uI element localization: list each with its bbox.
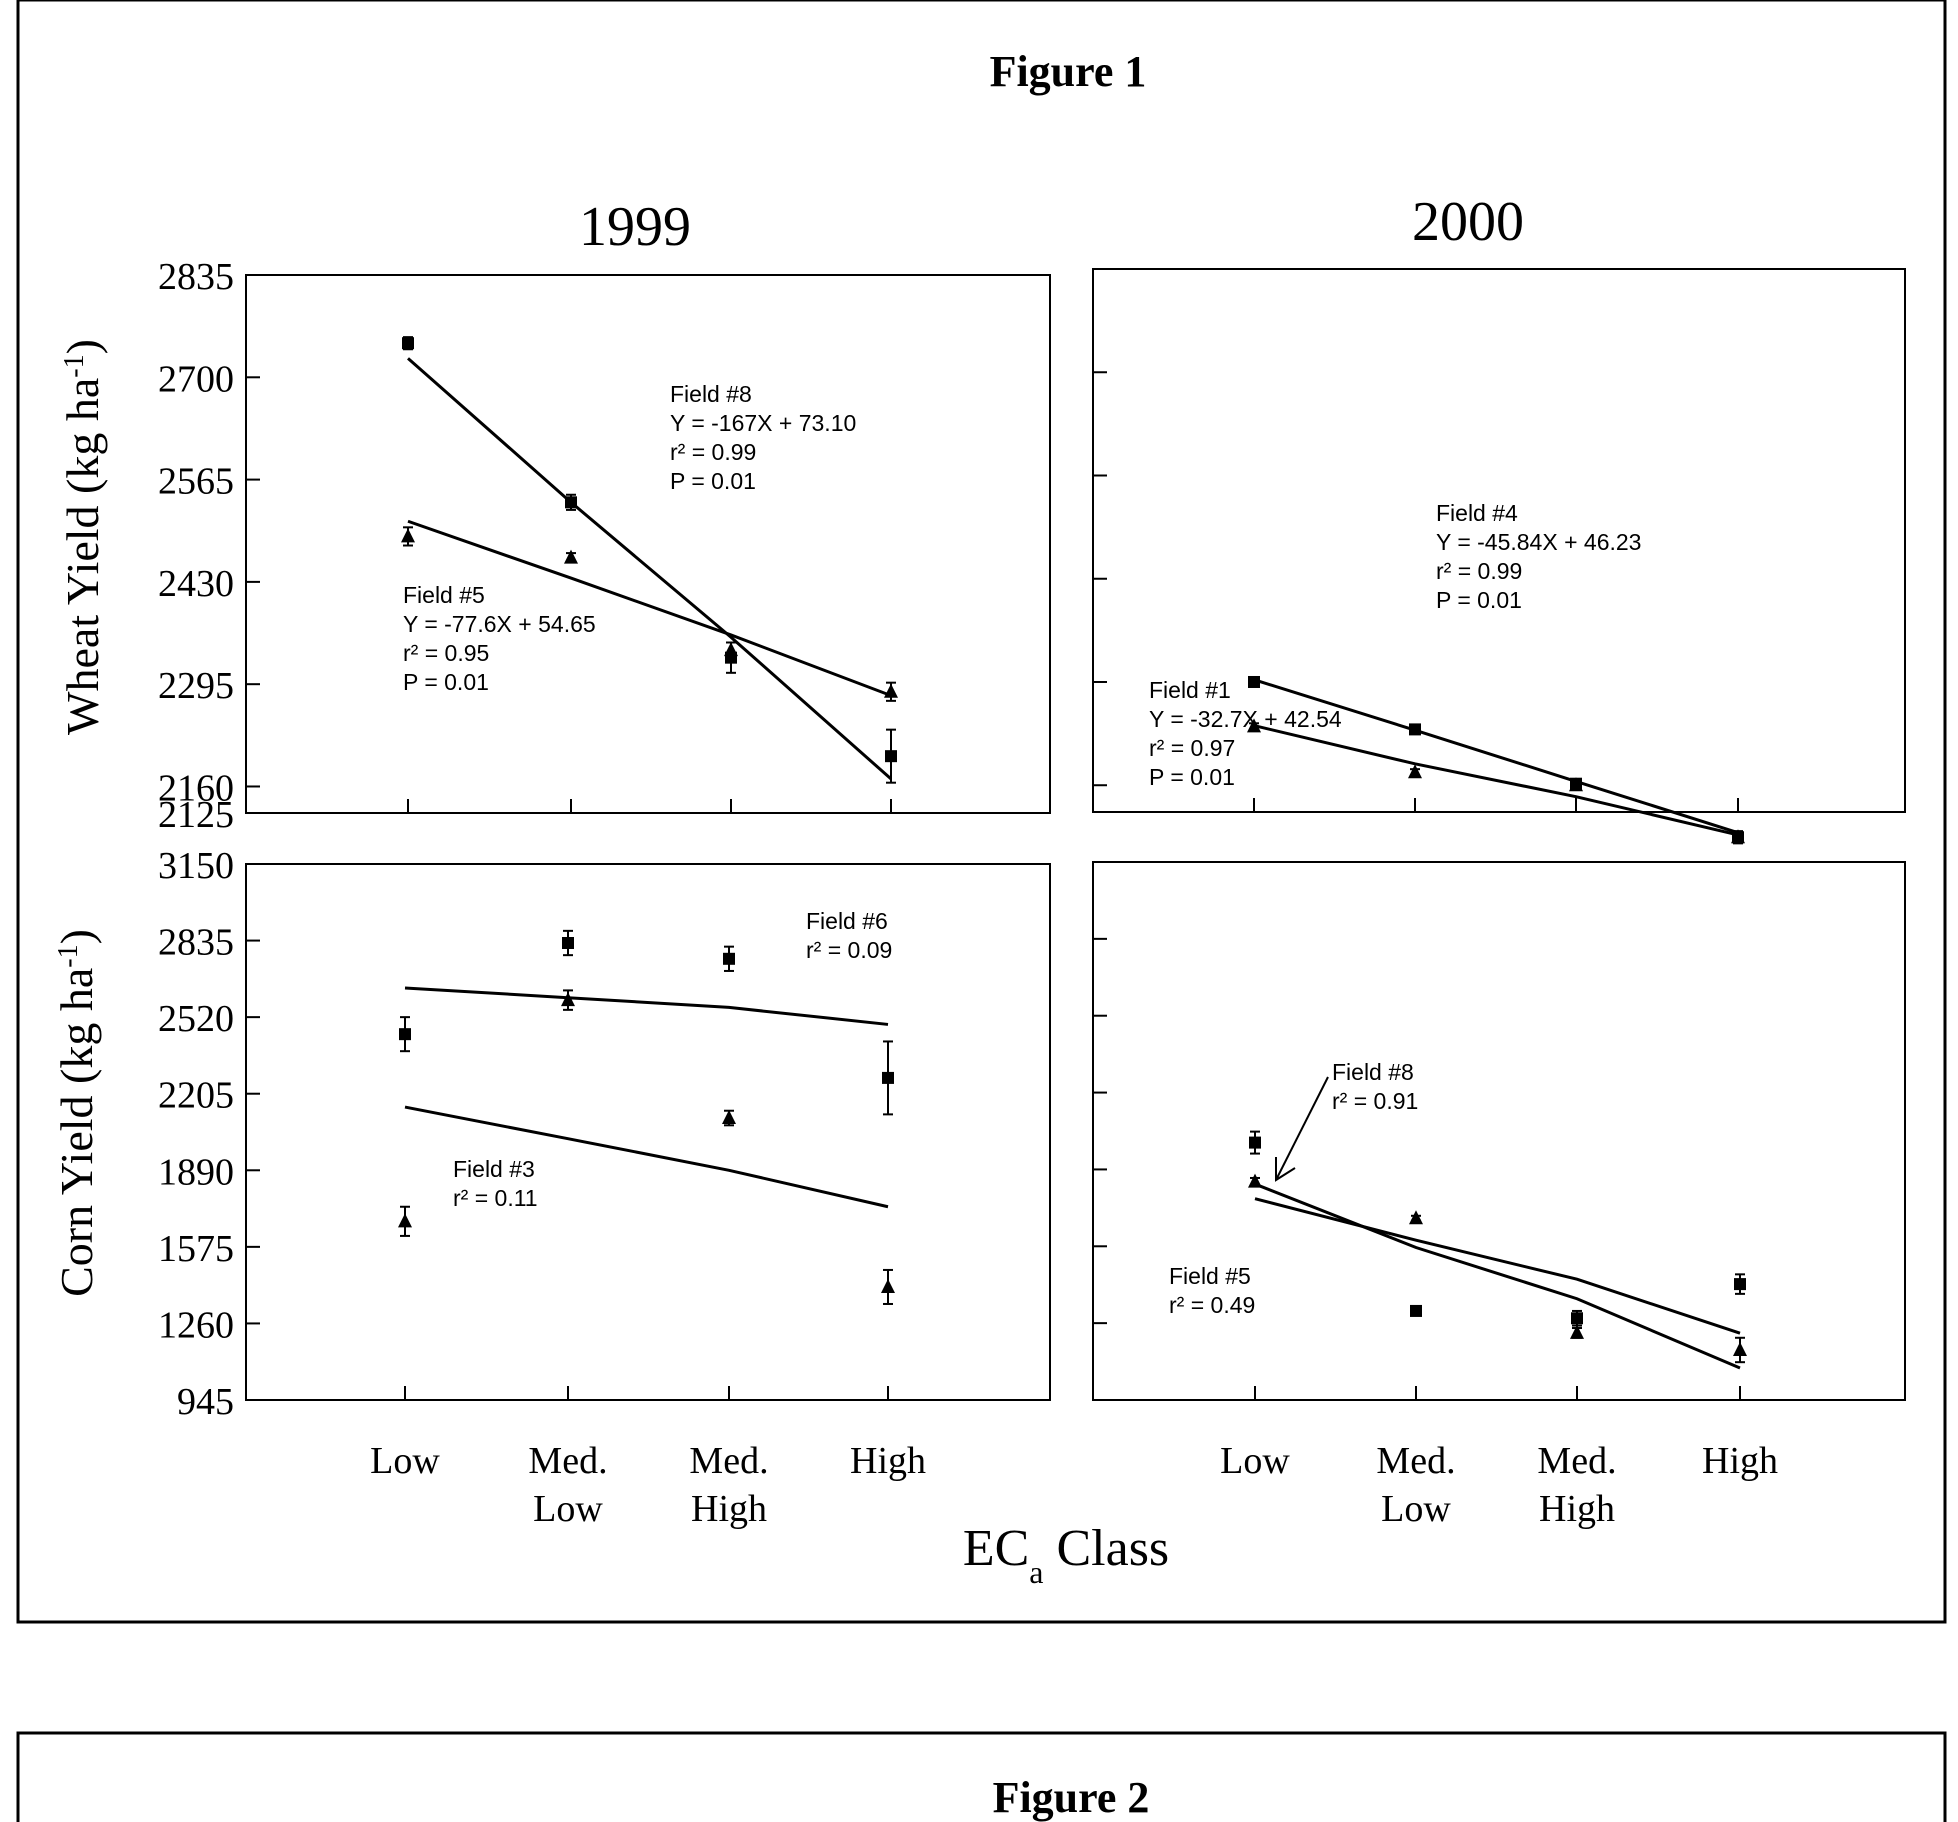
plot-frame [245,863,1051,1401]
data-point-triangle [1409,1210,1423,1225]
y-tick-label: 2565 [158,461,234,503]
fit-line-field4-square [1253,678,1739,835]
data-point-triangle [881,1278,895,1293]
data-point-triangle [1731,829,1745,844]
data-point-square [399,1028,411,1041]
fit-line-field5-triangle [1254,1197,1741,1335]
regression-annotation: Field #4 Y = -45.84X + 46.23 r² = 0.99 P = … [1436,500,1641,613]
regression-annotation: Field #6 r² = 0.09 [806,908,892,963]
x-tick-label: Low [370,1440,440,1482]
data-point-triangle [884,683,898,698]
plot-frame [245,274,1051,814]
data-point-square [1248,675,1260,688]
data-point-square [1571,1312,1583,1325]
fit-line-field8-square [407,357,892,781]
x-axis-label: ECa Class [963,1520,1169,1590]
x-tick-label: High [850,1440,926,1482]
x-tick-label: Low [1220,1440,1290,1482]
figure1-frame [16,0,1947,1624]
y-tick-label: 1260 [158,1304,234,1346]
data-point-triangle [401,528,415,543]
y-tick-label: 2125 [158,794,234,836]
x-tick-label: Med. High [1537,1440,1616,1530]
y-tick-label: 2835 [158,256,234,298]
y-tick-label: 2295 [158,665,234,707]
fit-line-field1-triangle [1253,724,1739,837]
regression-annotation: Field #3 r² = 0.11 [453,1156,538,1211]
data-point-square [402,337,414,350]
chart-panel-corn-1999: 945 1260 1575 1890 2205 2520 2835 3150 Low Med. Lo… [158,845,1051,1530]
chart-panel-wheat-2000: Field #4 Y = -45.84X + 46.23 r² = 0.99 P = … [1092,268,1906,845]
y-tick-label: 2700 [158,358,234,400]
data-point-square [562,937,574,950]
plot-frame [1092,861,1906,1401]
data-point-triangle [561,992,575,1007]
regression-annotation: Field #8 r² = 0.91 [1332,1059,1418,1114]
plot-frame [1092,268,1906,813]
data-point-triangle [1408,764,1422,779]
y-tick-label: 3150 [158,845,234,887]
y-tick-label: 2430 [158,563,234,605]
x-tick-label: High [1702,1440,1778,1482]
y-tick-label: 1890 [158,1151,234,1193]
y-tick-label: 2835 [158,922,234,964]
column-title-1999: 1999 [579,196,691,258]
y-tick-label: 1575 [158,1228,234,1270]
data-point-triangle [1248,1173,1262,1188]
y-axis-label-corn: Corn Yield (kg ha-1) [51,929,102,1297]
chart-panel-corn-2000: Low Med. Low Med. High High Field #8 r² = 0.91 F… [1092,861,1906,1530]
x-tick-label: Med. High [689,1440,768,1530]
y-axis-label-wheat: Wheat Yield (kg ha-1) [57,339,108,735]
column-title-2000: 2000 [1412,191,1524,253]
annotation-arrowhead [1275,1157,1296,1182]
data-point-square [1734,1278,1746,1291]
data-point-triangle [564,549,578,564]
y-tick-label: 2520 [158,998,234,1040]
fit-line-field6-square [404,986,889,1026]
data-point-triangle [398,1213,412,1228]
data-point-square [885,750,897,763]
figure2-frame [16,1731,1947,1822]
annotation-arrow [1275,1076,1329,1181]
data-point-triangle [1733,1341,1747,1356]
y-tick-label: 2160 [158,767,234,809]
fit-line-field3-triangle [404,1105,889,1209]
data-point-square [1409,723,1421,736]
data-point-triangle [1247,718,1261,733]
fit-line-field8-square [1254,1182,1741,1370]
data-point-triangle [1569,777,1583,792]
data-point-square [882,1071,894,1084]
regression-annotation: Field #1 Y = -32.7X + 42.54 r² = 0.97 P = 0… [1149,677,1342,790]
data-point-triangle [724,642,738,657]
x-tick-label: Med. Low [528,1440,607,1530]
data-point-triangle [1570,1324,1584,1339]
regression-annotation: Field #5 r² = 0.49 [1169,1263,1255,1318]
figure1-title: Figure 1 [990,47,1147,96]
regression-annotation: Field #8 Y = -167X + 73.10 r² = 0.99 P = 0.… [670,381,856,494]
data-point-square [1249,1136,1261,1149]
regression-annotation: Field #5 Y = -77.6X + 54.65 r² = 0.95 P = 0… [403,582,596,695]
y-tick-label: 945 [177,1381,234,1423]
data-point-square [565,496,577,509]
y-tick-label: 2205 [158,1075,234,1117]
data-point-triangle [722,1110,736,1125]
x-tick-label: Med. Low [1376,1440,1455,1530]
fit-line-field5-triangle [407,519,892,697]
data-point-square [1410,1304,1422,1317]
figure2-title: Figure 2 [993,1773,1150,1822]
data-point-square [723,952,735,965]
